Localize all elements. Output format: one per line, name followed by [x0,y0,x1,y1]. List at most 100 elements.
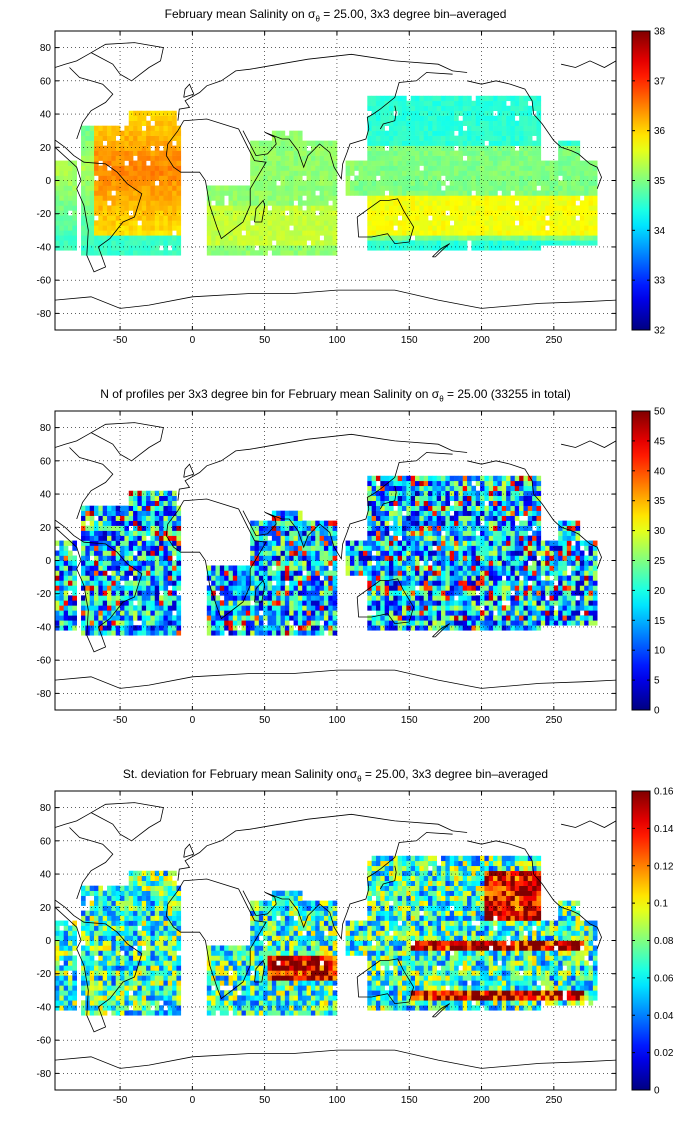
data-bin [389,570,394,576]
data-bin [280,165,286,171]
data-bin [527,235,533,241]
data-bin [154,110,160,117]
data-bin [315,140,320,146]
data-bin [584,235,589,241]
data-bin [102,155,108,161]
data-bin [133,585,138,591]
data-bin [332,140,338,146]
data-bin [137,235,143,241]
data-bin [393,100,398,107]
data-bin [297,510,303,516]
data-bin [540,175,546,181]
data-bin [250,620,255,626]
data-bin [167,135,173,141]
data-bin [371,115,377,121]
data-bin [280,195,286,201]
data-bin [384,175,390,181]
data-bin [232,615,238,621]
data-bin [588,225,594,231]
data-bin [232,600,238,606]
data-bin [458,125,464,131]
data-bin [402,220,407,226]
data-bin [319,240,325,246]
data-bin [133,630,138,636]
data-bin [224,600,229,606]
data-bin [176,560,182,566]
data-bin [410,510,416,516]
data-bin [328,160,333,166]
data-bin [111,140,117,146]
data-bin [384,215,390,221]
data-bin [128,600,134,606]
data-bin [228,200,234,206]
data-bin [428,620,433,626]
data-bin [159,625,164,631]
data-bin [523,170,529,176]
data-bin [514,95,520,102]
data-bin [375,165,381,171]
data-bin [428,545,433,551]
data-bin [449,495,455,501]
data-bin [328,220,333,226]
data-bin [445,165,451,171]
data-bin [107,535,112,541]
data-bin [115,630,121,636]
data-bin [566,195,572,201]
data-bin [284,165,290,171]
data-bin [111,145,117,151]
data-bin [480,200,485,206]
data-bin [467,500,472,506]
data-bin [250,565,255,571]
data-bin [68,600,73,606]
data-bin [315,150,320,156]
data-bin [289,235,294,241]
data-bin [454,175,459,181]
data-bin [384,580,390,586]
data-bin [128,580,134,586]
data-bin [146,200,151,206]
data-bin [94,205,99,211]
data-bin [250,175,255,181]
data-bin [393,580,398,586]
data-bin [176,585,182,591]
data-bin [323,170,329,176]
data-bin [172,565,177,571]
data-bin [55,200,60,206]
data-bin [111,620,117,626]
data-bin [107,555,112,561]
data-bin [241,250,247,256]
data-bin [211,610,216,616]
data-bin [432,600,438,606]
data-bin [89,590,95,596]
data-bin [289,130,294,136]
data-bin [393,185,398,191]
data-bin [111,575,117,581]
data-bin [458,485,464,492]
data-bin [310,580,316,586]
data-bin [128,500,134,506]
data-bin [315,230,320,236]
data-bin [81,600,86,606]
data-bin [445,505,451,511]
data-bin [397,170,403,176]
data-bin [367,510,372,516]
data-bin [163,610,169,616]
data-bin [441,485,446,492]
data-bin [566,170,572,176]
data-bin [228,585,234,591]
data-bin [89,580,95,586]
data-bin [128,230,134,236]
data-bin [415,560,420,566]
data-bin [81,230,86,236]
data-bin [310,625,316,631]
data-bin [284,190,290,196]
data-bin [146,245,151,251]
data-bin [232,240,238,246]
data-bin [436,225,442,231]
data-bin [228,600,234,606]
data-bin [380,495,385,501]
data-bin [163,580,169,586]
data-bin [462,175,468,181]
data-bin [154,535,160,541]
data-bin [280,245,286,251]
